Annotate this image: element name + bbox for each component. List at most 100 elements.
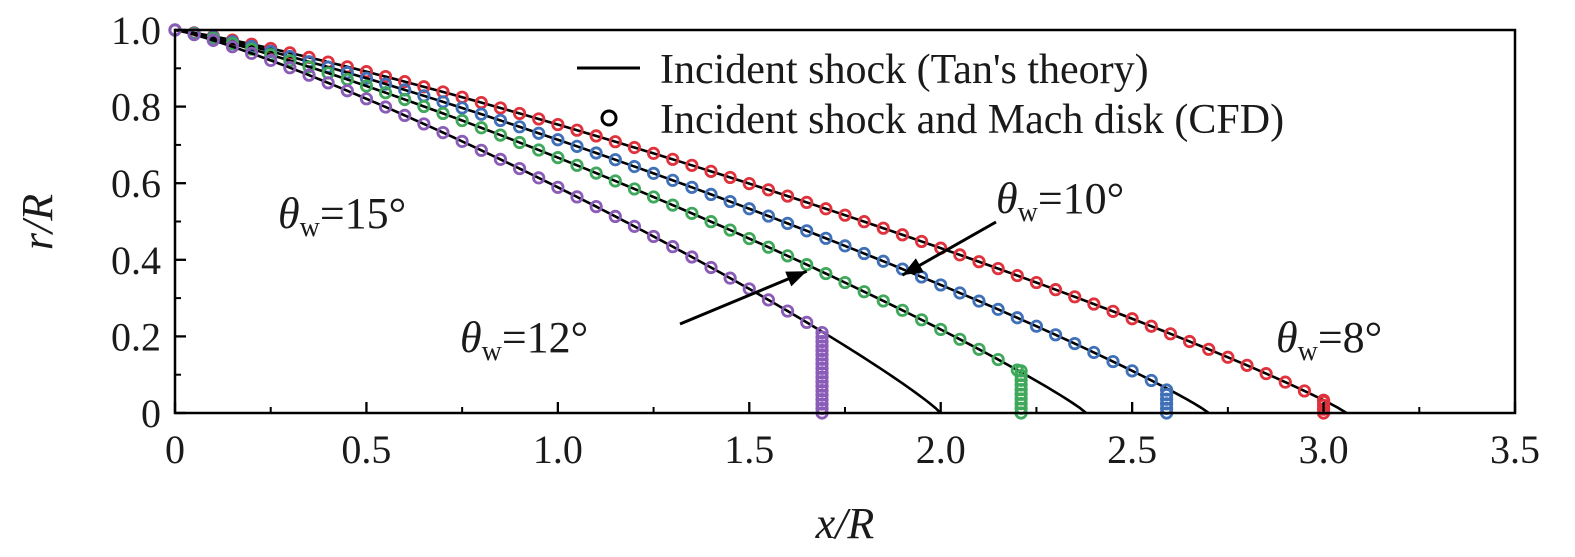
cfd-point-8deg [857, 215, 871, 229]
arrow-theta-10-head [902, 258, 924, 276]
cfd-point-8deg [1259, 367, 1273, 381]
axes-layer: 0 0.5 1.0 1.5 2.0 2.5 3.0 3.5 0 0.2 0.4 0.6 0.8 1.0 [111, 8, 1540, 472]
annotation-arrows [679, 220, 997, 326]
cfd-point-12deg [398, 92, 412, 107]
x-tick-label: 1.0 [533, 427, 583, 472]
cfd-point-10deg [455, 101, 469, 115]
cfd-point-12deg [570, 158, 584, 172]
cfd-point-12deg [417, 99, 431, 114]
cfd-point-15deg [608, 209, 622, 224]
cfd-point-10deg [857, 246, 871, 261]
mach-disk-point-15deg [815, 392, 829, 407]
cfd-point-10deg [340, 66, 354, 80]
cfd-point-8deg [800, 195, 814, 209]
cfd-point-8deg [666, 152, 680, 166]
cfd-point-10deg [1068, 336, 1082, 351]
cfd-point-8deg [953, 248, 967, 262]
annotation-theta-10-sub: w [1018, 197, 1039, 228]
mach-disk-point-15deg [815, 379, 829, 393]
cfd-point-12deg [455, 113, 469, 128]
cfd-point-8deg [895, 228, 910, 242]
cfd-point-8deg [876, 221, 890, 235]
cfd-point-12deg [646, 190, 661, 204]
cfd-point-15deg [340, 84, 354, 98]
cfd-point-12deg [551, 151, 565, 165]
annotations: θw=15° θw=10° θw=12° θw=8° [278, 174, 1382, 367]
series-12deg [168, 23, 1088, 420]
cfd-point-15deg [474, 143, 488, 157]
cfd-point-15deg [551, 180, 565, 194]
cfd-point-15deg [761, 293, 776, 307]
cfd-point-10deg [761, 209, 776, 223]
y-tick-label: 0.4 [111, 238, 161, 283]
cfd-point-10deg [589, 146, 603, 160]
mach-disk-point-15deg [815, 352, 829, 366]
cfd-point-15deg [666, 240, 680, 254]
x-tick-label: 3.0 [1299, 427, 1349, 472]
legend-label-theory: Incident shock (Tan's theory) [660, 47, 1149, 93]
cfd-point-12deg [953, 332, 967, 346]
mach-disk-point-15deg [815, 384, 829, 398]
cfd-point-12deg [666, 198, 680, 212]
annotation-theta-12-value: =12° [502, 313, 588, 362]
cfd-point-10deg [819, 231, 833, 245]
cfd-point-8deg [723, 170, 737, 185]
annotation-theta-10-value: =10° [1038, 174, 1124, 223]
cfd-point-12deg [627, 182, 642, 196]
cfd-point-10deg [800, 224, 814, 238]
cfd-point-12deg [608, 174, 622, 188]
cfd-point-12deg [359, 79, 374, 93]
cfd-point-8deg [1087, 297, 1101, 311]
cfd-point-10deg [704, 187, 718, 202]
cfd-point-10deg [474, 107, 488, 121]
annotation-theta-10-symbol: θ [996, 174, 1018, 223]
mach-disk-point-15deg [815, 330, 829, 344]
cfd-point-8deg [608, 135, 622, 149]
cfd-point-10deg [934, 278, 948, 292]
cfd-point-8deg [1240, 358, 1254, 372]
cfd-point-8deg [1144, 319, 1158, 333]
cfd-point-15deg [436, 125, 450, 140]
mach-disk-point-12deg [1014, 364, 1028, 378]
cfd-point-8deg [1278, 375, 1292, 389]
legend-circle-marker [600, 109, 618, 127]
cfd-point-8deg [819, 202, 833, 216]
cfd-point-15deg [570, 190, 584, 204]
cfd-point-8deg [398, 75, 412, 89]
cfd-point-10deg [1048, 328, 1063, 342]
annotation-theta-12-symbol: θ [460, 313, 482, 362]
cfd-point-8deg [742, 177, 756, 191]
annotation-theta-12-sub: w [482, 336, 503, 367]
cfd-point-15deg [627, 219, 642, 233]
cfd-point-8deg [1048, 283, 1063, 297]
cfd-point-15deg [704, 260, 718, 275]
x-tick-label: 0 [165, 427, 185, 472]
cfd-point-15deg [244, 46, 259, 60]
cfd-point-12deg [532, 143, 546, 157]
cfd-point-10deg [742, 202, 756, 216]
theory-line-15deg [174, 28, 942, 414]
cfd-point-15deg [493, 152, 508, 166]
annotation-theta-8-symbol: θ [1276, 313, 1298, 362]
cfd-point-12deg [914, 313, 929, 327]
cfd-point-10deg [780, 216, 795, 230]
cfd-point-8deg [1202, 342, 1216, 356]
mach-disk-point-15deg [815, 325, 829, 340]
mach-disk-point-15deg [815, 388, 829, 402]
cfd-point-10deg [723, 194, 737, 209]
cfd-point-8deg [1068, 290, 1082, 304]
y-tick-label: 0.2 [111, 314, 161, 359]
mach-disk-point-15deg [815, 339, 829, 353]
cfd-point-8deg [1297, 384, 1312, 398]
x-tick-label: 2.0 [916, 427, 966, 472]
annotation-theta-8: θw=8° [1276, 313, 1382, 367]
cfd-point-12deg [512, 135, 527, 150]
arrow-theta-12-head [785, 271, 807, 287]
x-tick-label: 3.5 [1490, 427, 1540, 472]
cfd-point-8deg [1029, 275, 1044, 290]
cfd-point-10deg [838, 239, 852, 253]
x-tick-label: 1.5 [724, 427, 774, 472]
series-layer [168, 23, 1348, 420]
cfd-point-10deg [570, 139, 584, 153]
x-axis-title: x/R [815, 499, 875, 548]
